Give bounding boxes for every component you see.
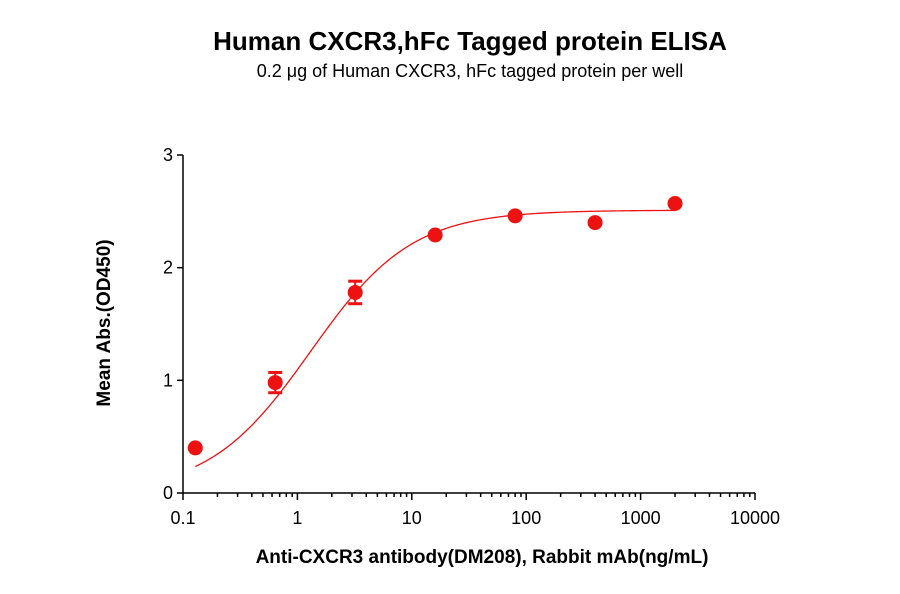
x-axis-label: Anti-CXCR3 antibody(DM208), Rabbit mAb(n… — [256, 547, 709, 568]
x-tick-label: 10000 — [730, 508, 780, 528]
x-tick-label: 100 — [511, 508, 541, 528]
axes: 0 1 2 3 0.1 1 10 100 1000 10000 — [163, 145, 780, 528]
chart-subtitle: 0.2 μg of Human CXCR3, hFc tagged protei… — [257, 61, 684, 81]
chart-title: Human CXCR3,hFc Tagged protein ELISA — [213, 26, 727, 56]
x-tick-label: 1000 — [621, 508, 661, 528]
data-point — [427, 227, 443, 243]
y-tick-label: 0 — [163, 483, 173, 503]
y-tick-label: 3 — [163, 145, 173, 165]
fit-curve-layer — [194, 209, 676, 468]
data-point — [187, 440, 203, 456]
data-points-layer — [187, 195, 683, 456]
y-axis-label: Mean Abs.(OD450) — [94, 239, 115, 406]
y-tick-label: 1 — [163, 370, 173, 390]
x-tick-label: 1 — [292, 508, 302, 528]
data-point — [347, 284, 363, 300]
fit-curve-line — [194, 209, 676, 468]
data-point — [587, 215, 603, 231]
x-tick-label: 0.1 — [170, 508, 195, 528]
data-point — [267, 375, 283, 391]
x-tick-label: 10 — [402, 508, 422, 528]
y-tick-label: 2 — [163, 258, 173, 278]
data-point — [507, 208, 523, 224]
data-point — [667, 195, 683, 211]
